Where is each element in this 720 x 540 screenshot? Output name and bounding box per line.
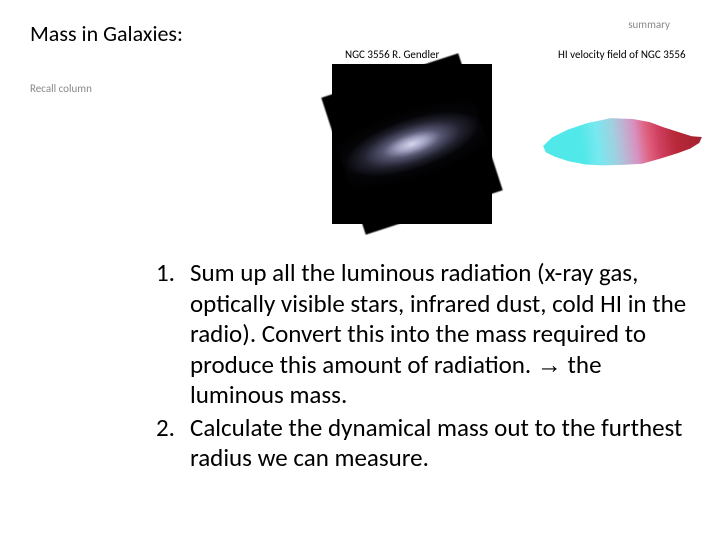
galaxy-optical-image xyxy=(332,64,492,224)
summary-label: summary xyxy=(628,18,670,31)
list-text: Sum up all the luminous radiation (x-ray… xyxy=(190,258,700,411)
galaxy-image-caption: NGC 3556 R. Gendler xyxy=(345,48,439,61)
velocity-field-shape xyxy=(537,103,708,180)
list-text: Calculate the dynamical mass out to the … xyxy=(190,413,700,474)
list-number: 2. xyxy=(150,413,190,474)
velocity-field-image xyxy=(535,96,710,191)
arrow-icon: → xyxy=(537,351,562,379)
list-item: 1. Sum up all the luminous radiation (x-… xyxy=(150,258,700,411)
galaxy-disk xyxy=(321,53,502,234)
list-item: 2. Calculate the dynamical mass out to t… xyxy=(150,413,700,474)
page-title: Mass in Galaxies: xyxy=(30,20,183,47)
velocity-image-caption: HI velocity field of NGC 3556 xyxy=(558,48,686,61)
numbered-list: 1. Sum up all the luminous radiation (x-… xyxy=(150,258,700,476)
recall-column-label: Recall column xyxy=(30,82,92,95)
list-number: 1. xyxy=(150,258,190,411)
